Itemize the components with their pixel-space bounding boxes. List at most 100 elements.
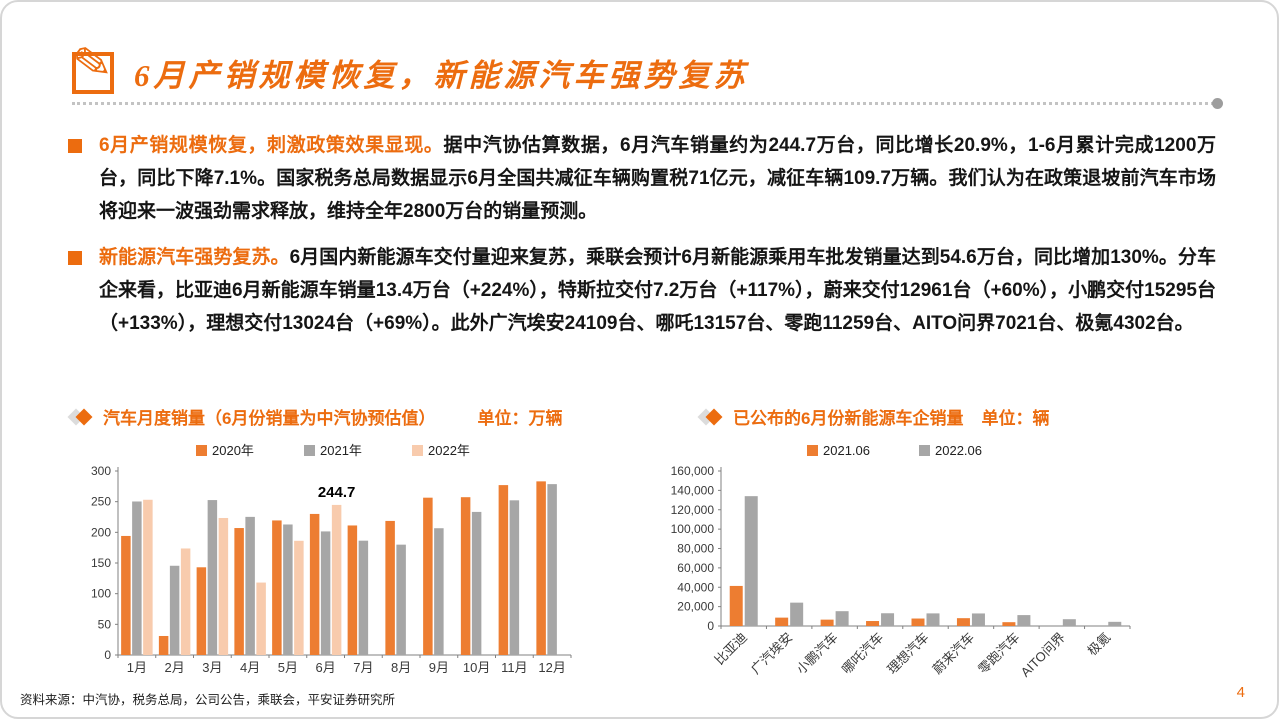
left-chart-body: 0 50 100 150 200 250 300 1月 2月 3月 4月 5月 6月 7月 8月 9月 10月 1… (76, 439, 624, 684)
right-chart-body: 0 20,000 40,000 60,000 80,000 100,000 120,000 1… (657, 439, 1217, 698)
y-tick-label: 60,000 (677, 561, 714, 575)
x-category-label: 零跑汽车 (975, 630, 1022, 677)
x-category-label: 7月 (353, 660, 373, 675)
bar-2022.06 (971, 613, 985, 626)
x-category-label: 小鹏汽车 (793, 630, 840, 677)
paragraph-text: 新能源汽车强势复苏。6月国内新能源车交付量迎来复苏，乘联会预计6月新能源乘用车批… (99, 241, 1216, 340)
page-title: 6月产销规模恢复，新能源汽车强势复苏 (134, 58, 749, 93)
paragraph-body: 6月国内新能源车交付量迎来复苏，乘联会预计6月新能源乘用车批发销量达到54.6万… (99, 247, 1216, 334)
x-category-label: 蔚来汽车 (930, 630, 977, 677)
x-category-label: 2月 (165, 660, 185, 675)
bar-2021.06 (1002, 622, 1016, 626)
bar-2020年 (498, 485, 509, 655)
bar-2022.06 (1017, 615, 1031, 626)
pencil-icon: ✎ (69, 34, 115, 91)
bar-2020年 (234, 528, 244, 655)
x-category-label: 1月 (127, 660, 147, 675)
bar-2021.06 (729, 585, 743, 626)
legend-swatch (412, 445, 423, 456)
paragraph-lead: 6月产销规模恢复，刺激政策效果显现。 (99, 135, 444, 156)
x-category-label: 广汽埃安 (748, 630, 795, 677)
bullet-square-icon (68, 139, 82, 153)
y-tick-label: 40,000 (677, 580, 714, 594)
x-category-label: AITO问界 (1018, 630, 1068, 680)
left-chart-title: 汽车月度销量（6月份销量为中汽协预估值） (103, 409, 436, 428)
bullet-paragraph-1: 6月产销规模恢复，刺激政策效果显现。据中汽协估算数据，6月汽车销量约为244.7… (68, 129, 1216, 228)
body-text-block: 6月产销规模恢复，刺激政策效果显现。据中汽协估算数据，6月汽车销量约为244.7… (68, 129, 1216, 353)
bar-2020年 (121, 535, 131, 655)
legend-swatch (807, 445, 818, 456)
bar-2020年 (460, 497, 471, 655)
legend-label: 2020年 (212, 443, 254, 458)
legend-swatch (304, 445, 315, 456)
bar-2021.06 (820, 619, 834, 626)
y-tick-label: 100 (91, 587, 111, 601)
bar-2022.06 (1108, 621, 1122, 626)
x-category-label: 哪吒汽车 (839, 630, 886, 677)
bar-2022年 (256, 582, 266, 655)
bar-2021年 (509, 500, 520, 655)
monthly-sales-bar-chart: 0 50 100 150 200 250 300 1月 2月 3月 4月 5月 6月 7月 8月 9月 10月 1… (91, 443, 572, 675)
bar-2022年 (218, 517, 229, 655)
legend-label: 2022.06 (935, 443, 982, 458)
bar-2021年 (132, 501, 142, 655)
x-category-label: 9月 (429, 660, 449, 675)
bar-2021.06 (775, 617, 789, 626)
legend-label: 2021.06 (823, 443, 870, 458)
bar-2022年 (143, 499, 153, 655)
y-tick-label: 150 (91, 556, 111, 570)
bar-2020年 (309, 513, 320, 655)
page-number: 4 (1236, 684, 1245, 701)
x-category-label: 11月 (501, 660, 528, 675)
paragraph-body: 据中汽协估算数据，6月汽车销量约为244.7万台，同比增长20.9%，1-6月累… (99, 135, 1216, 222)
bar-2022年 (331, 504, 342, 655)
bar-2022年 (180, 548, 191, 655)
data-label: 244.7 (318, 484, 356, 501)
legend-label: 2022年 (428, 443, 470, 458)
y-tick-label: 80,000 (677, 542, 714, 556)
left-chart-unit: 单位：万辆 (477, 409, 563, 428)
divider-end-dot-icon (1212, 98, 1223, 109)
y-tick-label: 0 (707, 619, 714, 633)
y-tick-label: 160,000 (671, 464, 715, 478)
nev-sales-bar-chart: 0 20,000 40,000 60,000 80,000 100,000 120,000 1… (671, 443, 1131, 680)
bar-2021.06 (911, 618, 925, 626)
bar-2021年 (245, 516, 255, 655)
bar-2020年 (158, 635, 169, 655)
source-note: 资料来源：中汽协，税务总局，公司公告，乘联会，平安证券研究所 (20, 693, 396, 707)
legend-swatch (919, 445, 930, 456)
bar-2022.06 (835, 611, 849, 626)
x-category-label: 极氪 (1084, 630, 1113, 659)
bar-2022.06 (881, 613, 895, 626)
bar-2021年 (207, 500, 218, 655)
bar-2021.06 (866, 621, 880, 626)
bullet-paragraph-2: 新能源汽车强势复苏。6月国内新能源车交付量迎来复苏，乘联会预计6月新能源乘用车批… (68, 241, 1216, 340)
left-chart-header: 汽车月度销量（6月份销量为中汽协预估值） 单位：万辆 (67, 404, 624, 429)
right-chart-title: 已公布的6月份新能源车企销量 (733, 409, 964, 428)
bar-2020年 (385, 520, 395, 655)
bar-2021年 (396, 544, 406, 655)
bar-2022.06 (790, 602, 804, 626)
bar-2021年 (471, 511, 482, 655)
bar-2020年 (536, 481, 546, 655)
bar-2022.06 (1062, 619, 1076, 626)
right-chart-header: 已公布的6月份新能源车企销量 单位：辆 (697, 404, 1217, 429)
title-row: ✎ 6月产销规模恢复，新能源汽车强势复苏 (70, 34, 749, 95)
y-tick-label: 50 (98, 617, 112, 631)
bar-2021年 (283, 524, 293, 655)
y-tick-label: 300 (91, 464, 111, 478)
pencil-box-icon: ✎ (70, 34, 115, 94)
paragraph-text: 6月产销规模恢复，刺激政策效果显现。据中汽协估算数据，6月汽车销量约为244.7… (99, 129, 1216, 228)
x-category-label: 5月 (278, 660, 298, 675)
title-divider (72, 98, 1223, 109)
bar-2020年 (347, 525, 358, 655)
bar-2020年 (423, 497, 433, 655)
bar-2021年 (434, 528, 444, 655)
bar-2022.06 (744, 496, 758, 626)
y-tick-label: 20,000 (677, 600, 714, 614)
bar-2021年 (320, 531, 331, 655)
monthly-auto-sales-chart: 汽车月度销量（6月份销量为中汽协预估值） 单位：万辆 0 50 100 150 200 2… (64, 404, 624, 684)
bar-2021年 (547, 484, 557, 655)
legend-label: 2021年 (320, 443, 362, 458)
